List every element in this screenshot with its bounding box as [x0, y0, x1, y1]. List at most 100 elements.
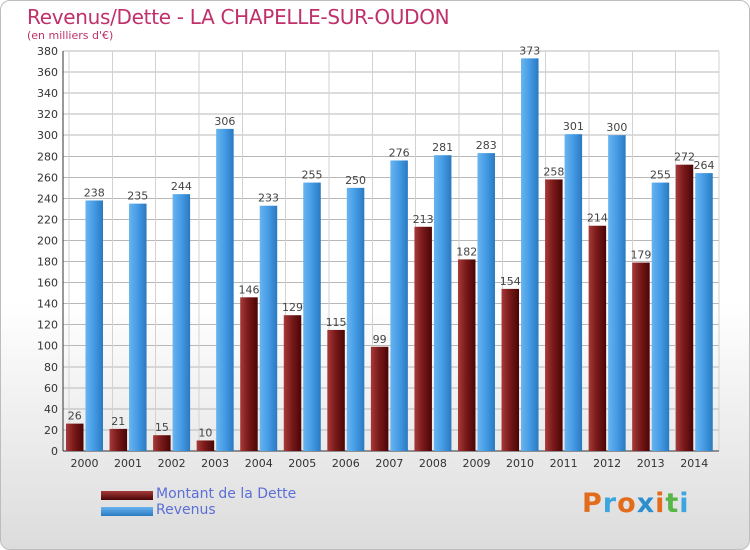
data-label: 301 [563, 120, 584, 133]
bar-dette [66, 423, 84, 451]
y-tick-label: 280 [37, 150, 58, 163]
bar-revenus [172, 194, 191, 451]
y-tick-label: 200 [37, 234, 58, 247]
x-tick-label: 2011 [550, 457, 578, 470]
bar-dette [370, 346, 389, 451]
bar-dette [153, 435, 171, 451]
x-tick-label: 2010 [506, 457, 534, 470]
data-label: 235 [127, 190, 148, 203]
x-tick-label: 2004 [245, 457, 273, 470]
data-label: 213 [413, 213, 434, 226]
bar-dette [327, 329, 345, 451]
legend-label-dette: Montant de la Dette [156, 486, 297, 502]
bar-dette [588, 225, 607, 451]
bar-dette [632, 262, 650, 451]
y-tick-label: 260 [37, 171, 58, 184]
bar-revenus [303, 182, 321, 451]
y-tick-label: 100 [37, 340, 58, 353]
y-tick-label: 40 [44, 403, 58, 416]
legend-swatch-revenus [101, 507, 153, 516]
chart-subtitle: (en milliers d'€) [27, 29, 114, 42]
bar-dette [414, 226, 432, 451]
y-tick-label: 80 [44, 361, 58, 374]
data-label: 373 [519, 44, 540, 57]
data-label: 115 [326, 316, 347, 329]
proxiti-logo: Proxiti [582, 488, 690, 519]
bar-dette [457, 259, 476, 451]
x-tick-label: 2000 [71, 457, 99, 470]
data-label: 179 [630, 249, 651, 262]
y-tick-label: 340 [37, 87, 58, 100]
y-tick-label: 140 [37, 298, 58, 311]
y-tick-label: 300 [37, 129, 58, 142]
y-tick-label: 20 [44, 424, 58, 437]
y-tick-label: 160 [37, 277, 58, 290]
x-tick-label: 2006 [332, 457, 360, 470]
data-label: 182 [456, 245, 477, 258]
y-tick-label: 120 [37, 319, 58, 332]
bar-dette [109, 428, 128, 451]
y-tick-label: 0 [51, 445, 58, 458]
bar-revenus [695, 173, 713, 451]
y-tick-label: 360 [37, 66, 58, 79]
x-tick-label: 2002 [158, 457, 186, 470]
data-label: 238 [84, 186, 105, 199]
x-tick-label: 2014 [680, 457, 708, 470]
bar-revenus [129, 203, 147, 451]
data-label: 300 [606, 121, 627, 134]
x-tick-label: 2005 [288, 457, 316, 470]
data-label: 154 [500, 275, 521, 288]
data-label: 146 [238, 283, 259, 296]
data-labels: 26 238 21 235 15 244 10 306 146 233 129 255 115 250 99… [68, 44, 715, 439]
x-tick-label: 2013 [637, 457, 665, 470]
data-label: 281 [432, 141, 453, 154]
data-label: 10 [198, 426, 212, 439]
x-tick-label: 2008 [419, 457, 447, 470]
x-tick-label: 2003 [201, 457, 229, 470]
data-label: 15 [155, 421, 169, 434]
legend-label-revenus: Revenus [156, 502, 216, 518]
bar-revenus [477, 153, 495, 451]
x-tick-label: 2001 [114, 457, 142, 470]
chart-title: Revenus/Dette - LA CHAPELLE-SUR-OUDON [27, 5, 450, 29]
bar-dette [240, 297, 258, 451]
bars [66, 58, 713, 452]
data-label: 283 [476, 139, 497, 152]
data-label: 26 [68, 410, 82, 423]
data-label: 250 [345, 174, 366, 187]
bar-revenus [608, 135, 626, 452]
data-label: 233 [258, 192, 279, 205]
y-tick-label: 60 [44, 382, 58, 395]
y-tick-label: 240 [37, 192, 58, 205]
data-label: 129 [282, 301, 303, 314]
bar-dette [545, 179, 563, 451]
data-label: 255 [650, 169, 671, 182]
bar-revenus [85, 200, 103, 451]
data-label: 244 [171, 180, 192, 193]
legend-swatch-dette [101, 491, 153, 500]
bar-revenus [346, 187, 365, 451]
bar-revenus [390, 160, 408, 451]
data-label: 255 [302, 169, 323, 182]
data-label: 276 [389, 146, 410, 159]
data-label: 258 [543, 165, 564, 178]
bar-dette [501, 288, 520, 451]
y-tick-label: 320 [37, 108, 58, 121]
bar-revenus [433, 155, 452, 452]
data-label: 306 [214, 115, 235, 128]
x-tick-label: 2009 [462, 457, 490, 470]
bar-revenus [651, 182, 670, 451]
x-axis-labels: 2000 2001 2002 2003 2004 2005 2006 2007 2008 2009… [71, 457, 709, 470]
y-tick-label: 220 [37, 213, 58, 226]
data-label: 272 [674, 151, 695, 164]
x-tick-label: 2012 [593, 457, 621, 470]
x-tick-label: 2007 [375, 457, 403, 470]
bar-revenus [521, 58, 539, 452]
bar-revenus [216, 128, 234, 451]
bar-revenus [259, 205, 278, 451]
bar-dette [196, 440, 215, 451]
bar-dette [675, 164, 694, 451]
y-tick-label: 180 [37, 256, 58, 269]
